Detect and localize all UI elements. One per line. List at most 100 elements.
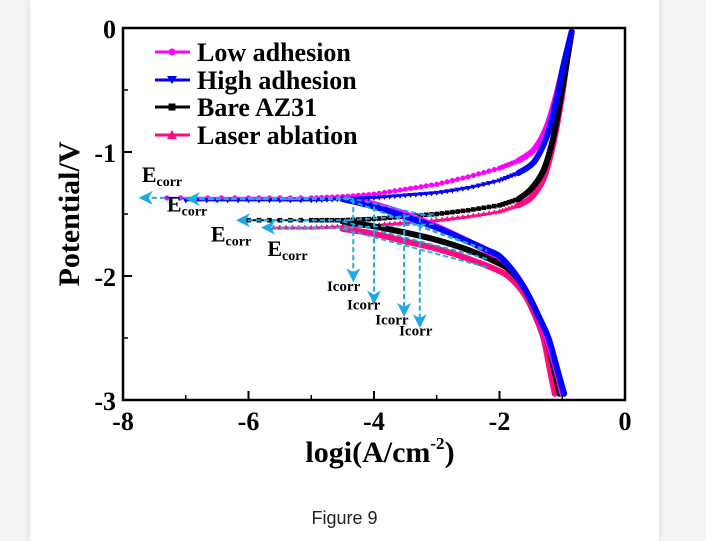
ecorr-label-main: E	[167, 192, 182, 217]
data-point-marker	[438, 190, 445, 196]
y-tick-label: -1	[94, 139, 116, 168]
data-point-marker	[454, 187, 461, 193]
y-tick-label: -2	[94, 263, 116, 292]
data-point-marker	[365, 196, 372, 202]
data-point-marker	[449, 177, 456, 184]
data-point-marker	[503, 200, 509, 206]
data-point-marker	[391, 220, 398, 226]
data-point-marker	[460, 208, 466, 214]
data-point-marker	[413, 184, 419, 191]
data-point-marker	[475, 171, 482, 177]
icorr-label: Icorr	[399, 324, 433, 340]
data-point-marker	[470, 172, 476, 178]
figure-caption: Figure 9	[311, 508, 378, 528]
data-point-marker	[397, 193, 404, 199]
data-point-marker	[499, 177, 506, 183]
data-point-marker	[346, 220, 352, 225]
icorr-label: Icorr	[327, 279, 361, 295]
ecorr-label-sub: corr	[182, 205, 208, 220]
data-point-marker	[390, 227, 396, 233]
data-point-marker	[471, 207, 476, 212]
data-point-marker	[324, 217, 330, 223]
data-point-marker	[465, 247, 471, 253]
legend-item-low-adhesion: Low adhesion	[155, 38, 351, 67]
data-point-marker	[371, 191, 377, 197]
data-point-marker	[480, 182, 487, 188]
data-point-marker	[509, 198, 515, 204]
data-point-marker	[433, 225, 440, 231]
data-point-marker	[490, 265, 497, 271]
data-point-marker	[418, 184, 424, 190]
data-point-marker	[412, 192, 419, 198]
data-point-marker	[496, 178, 503, 184]
legend-marker-square	[168, 103, 176, 111]
x-axis-title: logi(A/cm-2)	[305, 434, 454, 469]
data-point-marker	[365, 223, 371, 228]
data-point-marker	[396, 229, 402, 234]
data-point-marker	[415, 233, 421, 238]
legend-marker-triangle-down	[167, 76, 177, 84]
data-point-marker	[376, 195, 383, 201]
data-point-marker	[444, 189, 451, 195]
data-point-marker	[465, 174, 471, 180]
data-point-marker	[476, 206, 481, 211]
x-axis-title-close: )	[445, 436, 455, 469]
data-point-marker	[376, 216, 382, 221]
data-point-marker	[486, 210, 493, 216]
data-point-marker	[468, 241, 475, 247]
icorr-arrow-head	[346, 268, 361, 283]
data-point-marker	[408, 216, 415, 222]
data-point-marker	[396, 212, 403, 218]
data-point-marker	[505, 174, 512, 180]
ecorr-label-sub: corr	[282, 249, 308, 264]
ecorr-arrow-head	[235, 213, 250, 228]
data-point-marker	[471, 258, 478, 264]
data-point-marker	[386, 220, 393, 226]
data-point-marker	[428, 191, 435, 197]
data-point-marker	[376, 190, 382, 196]
data-point-marker	[438, 216, 445, 222]
data-point-marker	[454, 214, 461, 220]
data-point-marker	[497, 203, 502, 208]
data-point-marker	[444, 210, 450, 216]
data-point-marker	[407, 192, 414, 198]
data-point-marker	[459, 186, 466, 192]
data-point-marker	[345, 226, 352, 232]
data-point-marker	[359, 222, 364, 227]
data-point-marker	[409, 231, 414, 237]
data-point-marker	[486, 181, 493, 186]
data-point-marker	[465, 239, 472, 245]
data-point-marker	[447, 241, 452, 247]
data-point-marker	[465, 255, 472, 261]
data-point-marker	[446, 249, 453, 255]
data-point-marker	[386, 194, 393, 200]
data-point-marker	[377, 232, 384, 238]
data-point-marker	[371, 195, 377, 201]
data-point-marker	[475, 211, 482, 217]
data-point-marker	[446, 231, 453, 237]
figure-card	[30, 0, 659, 541]
ecorr-arrow-head	[185, 192, 200, 207]
legend-marker-circle	[168, 48, 176, 56]
data-point-marker	[455, 209, 460, 214]
data-point-marker	[465, 207, 471, 213]
data-point-marker	[491, 179, 498, 185]
data-point-marker	[352, 221, 358, 226]
x-tick-label: -4	[363, 407, 385, 436]
data-point-marker	[377, 206, 384, 212]
legend-marker-triangle-up	[167, 130, 177, 139]
data-point-marker	[458, 236, 465, 242]
data-point-marker	[360, 192, 367, 198]
data-point-marker	[478, 253, 483, 258]
data-point-marker	[481, 205, 487, 211]
icorr-arrow-head	[367, 290, 381, 305]
data-point-marker	[512, 203, 519, 209]
icorr-label: Icorr	[347, 297, 381, 313]
ecorr-label-main: E	[142, 162, 157, 187]
ecorr-label-main: E	[211, 221, 226, 246]
data-point-marker	[486, 204, 492, 210]
data-point-marker	[506, 199, 512, 205]
data-point-marker	[418, 192, 425, 198]
